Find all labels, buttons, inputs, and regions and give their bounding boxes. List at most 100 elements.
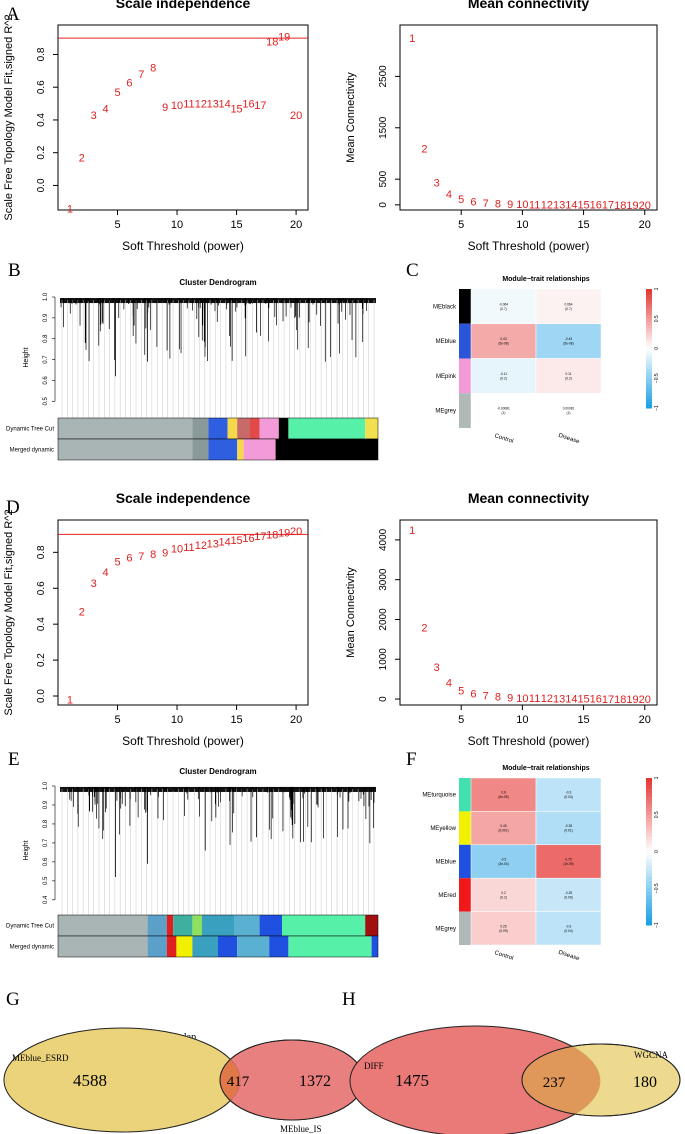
point-label: 20 [290, 526, 302, 538]
panel-label-g: G [6, 989, 20, 1010]
legend-gradient-step [646, 844, 652, 849]
point-label: 8 [150, 63, 156, 75]
point-label: 10 [516, 693, 528, 705]
scale-independence-chart-d: Scale independence Soft Threshold (power)… [3, 490, 309, 748]
heatmap-cell [470, 358, 537, 394]
y-tick-label: 0.6 [36, 581, 47, 595]
point-label: 17 [254, 100, 266, 112]
legend-gradient-step [646, 339, 652, 344]
dendrogram-branches [60, 298, 367, 377]
point-label: 20 [639, 200, 651, 212]
point-label: 18 [266, 529, 278, 541]
cell-pvalue: (0.09) [564, 895, 572, 899]
legend-gradient-step [646, 917, 652, 922]
cell-correlation: -0.43 [565, 337, 572, 341]
x-tick-label: 5 [114, 219, 120, 231]
cell-pvalue: (0.001) [498, 829, 508, 833]
venn-overlap-count: 417 [227, 1074, 250, 1090]
legend-gradient-step [646, 855, 652, 860]
point-label: 14 [565, 200, 577, 212]
legend-tick-label: 1 [654, 287, 660, 290]
module-track-frame [57, 935, 379, 958]
legend-gradient-step [646, 357, 652, 361]
y-tick-label: 0.9 [43, 313, 49, 322]
y-tick-label: 0.6 [36, 80, 47, 94]
legend-gradient-step [646, 399, 652, 403]
module-color-segment [58, 915, 148, 936]
point-label: 9 [162, 102, 168, 114]
legend-gradient-step [646, 869, 652, 875]
panel-label-e: E [8, 749, 20, 770]
module-color-segment [147, 915, 167, 936]
cell-correlation: 0.2 [501, 891, 506, 895]
legend-gradient-step [646, 895, 652, 900]
cell-pvalue: (5e-08) [498, 342, 508, 346]
point-label: 17 [602, 694, 614, 706]
legend-gradient-step [646, 321, 652, 326]
legend-gradient-step [646, 888, 652, 893]
x-tick-label: 20 [290, 714, 302, 726]
point-label: 13 [553, 200, 565, 212]
module-color-swatch [459, 911, 471, 945]
venn-set-b-name: MEblue_IS [280, 1124, 322, 1134]
legend-gradient-step [646, 902, 652, 908]
cell-pvalue: (0.09) [499, 929, 507, 933]
legend-gradient-step [646, 396, 652, 400]
cell-correlation: -0.25 [565, 891, 572, 895]
y-tick-label: 500 [378, 170, 389, 187]
point-label: 2 [421, 622, 427, 634]
cell-pvalue: (6e-05) [498, 795, 508, 799]
x-tick-label: 10 [171, 219, 183, 231]
module-trait-heatmap-f: Module−trait relationships MEturquoise 0.6… [422, 765, 660, 962]
legend-gradient-step [646, 829, 652, 834]
module-color-segment [237, 418, 250, 439]
legend-gradient-step [646, 324, 652, 329]
legend-tick-label: −0.5 [654, 883, 660, 893]
legend-gradient-step [646, 818, 652, 823]
y-tick-label: 0.2 [36, 653, 47, 667]
legend-gradient-step [646, 309, 652, 314]
point-label: 5 [458, 685, 464, 697]
y-tick-label: 0.9 [43, 800, 49, 809]
point-label: 9 [507, 199, 513, 211]
panel-label-f: F [406, 749, 417, 770]
x-tick-label: 20 [639, 714, 651, 726]
y-axis-label: Height [23, 347, 30, 367]
point-label: 16 [590, 200, 602, 212]
point-label: 3 [91, 110, 97, 122]
legend-gradient-step [646, 807, 652, 812]
point-label: 4 [446, 677, 452, 689]
legend-gradient-step [646, 921, 652, 926]
module-track-label: Dynamic Tree Cut [6, 427, 54, 433]
point-label: 1 [409, 33, 415, 45]
legend-gradient-step [646, 336, 652, 341]
legend-gradient-step [646, 906, 652, 911]
legend-gradient-step [646, 354, 652, 358]
point-label: 13 [207, 538, 219, 550]
module-color-segment [365, 418, 378, 439]
legend-tick-label: 1 [654, 776, 660, 779]
panel-label-b: B [8, 260, 21, 281]
venn-set-b-name: WGCNA [634, 1050, 668, 1060]
point-label: 7 [138, 69, 144, 81]
y-tick-label: 1000 [378, 648, 389, 671]
legend-gradient-step [646, 899, 652, 904]
cell-correlation: -0.3 [566, 791, 572, 795]
point-label: 1 [67, 203, 73, 215]
heatmap-cell [535, 777, 602, 812]
legend-gradient-step [646, 345, 652, 349]
x-tick-label: 20 [290, 219, 302, 231]
legend-gradient-step [646, 814, 652, 819]
heatmap-cell [470, 877, 537, 912]
module-color-segment [234, 915, 260, 936]
venn-set-a-circle [3, 1027, 241, 1133]
module-color-segment [259, 915, 282, 936]
legend-tick-label: 0 [654, 347, 660, 350]
legend-gradient-step [646, 297, 652, 302]
legend-gradient-step [646, 847, 652, 852]
module-color-segment [288, 936, 372, 957]
point-label: 11 [183, 542, 194, 554]
legend-gradient-step [646, 405, 652, 409]
point-label: 14 [219, 99, 231, 111]
